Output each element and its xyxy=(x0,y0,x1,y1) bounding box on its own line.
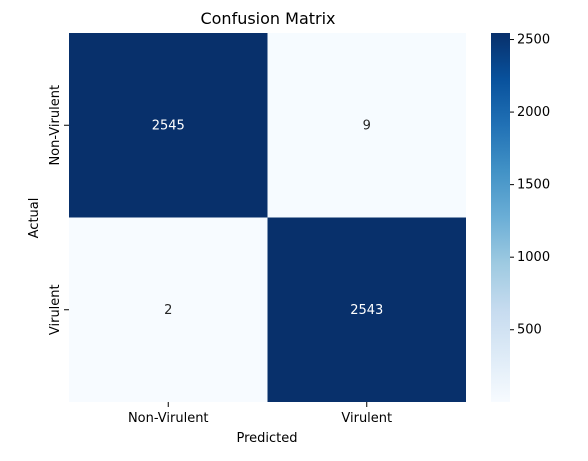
heatmap-cell xyxy=(69,33,268,218)
cell-value-label: 2545 xyxy=(152,118,185,133)
x-axis-label: Predicted xyxy=(236,431,297,446)
y-tick-label: Non-Virulent xyxy=(48,85,63,166)
heatmap-cell xyxy=(267,217,466,402)
cell-value-label: 2 xyxy=(164,303,172,318)
cell-value-label: 2543 xyxy=(350,303,383,318)
colorbar-tick-label: 1000 xyxy=(517,250,550,265)
chart-title: Confusion Matrix xyxy=(200,9,335,28)
x-tick-label: Non-Virulent xyxy=(128,411,209,426)
x-tick-label: Virulent xyxy=(341,411,392,426)
y-tick-labels: Non-Virulent Virulent xyxy=(48,85,69,335)
colorbar-ticks: 500 1000 1500 2000 2500 xyxy=(510,33,550,338)
y-tick-label: Virulent xyxy=(48,284,63,335)
colorbar xyxy=(491,33,510,402)
y-axis-label: Actual xyxy=(27,198,42,239)
colorbar-tick-label: 2000 xyxy=(517,105,550,120)
heatmap-cell xyxy=(267,33,466,218)
colorbar-tick-label: 1500 xyxy=(517,178,550,193)
cell-value-label: 9 xyxy=(363,118,371,133)
heatmap-cells: 2545 9 2 2543 xyxy=(69,33,466,402)
x-tick-labels: Non-Virulent Virulent xyxy=(128,402,392,426)
heatmap-cell xyxy=(69,217,268,402)
colorbar-tick-label: 2500 xyxy=(517,33,550,48)
colorbar-tick-label: 500 xyxy=(517,323,542,338)
